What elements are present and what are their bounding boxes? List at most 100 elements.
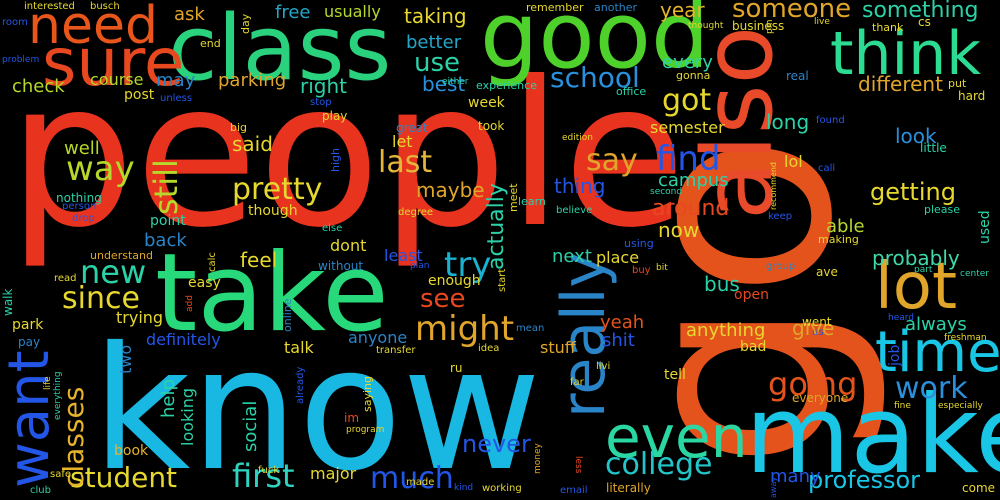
word-professor: professor (808, 466, 921, 494)
word-anyone: anyone (348, 328, 408, 347)
word-ave: ave (816, 265, 838, 279)
word-might: might (415, 309, 515, 349)
word-pretty: pretty (232, 172, 323, 207)
word-way: way (66, 149, 135, 189)
word-actually: actually (484, 183, 509, 270)
word-still: still (147, 159, 185, 215)
word-experience: experience (476, 79, 537, 92)
word-read: read (54, 273, 77, 284)
word-fuck: fuck (258, 465, 280, 476)
word-new: new (80, 253, 147, 291)
word-start: start (497, 268, 508, 292)
word-sure: sure (42, 24, 185, 101)
word-know: know (92, 311, 542, 500)
word-another: another (594, 1, 638, 14)
word-day: day (239, 13, 252, 34)
word-office: office (616, 85, 647, 98)
word-else: else (322, 223, 343, 234)
word-cs: cs (918, 15, 931, 29)
word-enough: enough (428, 273, 481, 289)
word-believe: believe (556, 205, 593, 216)
word-talk: talk (284, 338, 314, 357)
word-used: used (977, 210, 993, 244)
word-everything: everything (53, 371, 63, 420)
word-never: never (462, 430, 531, 458)
word-heard: heard (888, 313, 915, 323)
word-student: student (70, 461, 178, 494)
word-big: big (230, 121, 248, 134)
word-people: people (8, 39, 686, 272)
word-free: free (275, 2, 311, 23)
word-thank: thank (872, 21, 904, 34)
word-working: working (482, 483, 522, 494)
word-livi: livi (596, 361, 611, 372)
word-try: try (444, 245, 492, 285)
word-open: open (734, 287, 769, 303)
word-business: business (732, 19, 785, 33)
word-pay: pay (18, 335, 41, 349)
word-got: got (662, 83, 712, 118)
word-taking: taking (404, 4, 467, 28)
word-ask: ask (174, 4, 205, 25)
word-long: long (766, 110, 810, 134)
word-least: least (384, 246, 423, 265)
word-freshman: freshman (944, 333, 987, 343)
word-job: job (887, 344, 903, 366)
word-far: far (570, 377, 584, 388)
word-drop: drop (72, 213, 95, 224)
word-different: different (858, 72, 943, 96)
word-plan: plan (410, 261, 430, 271)
word-took: took (478, 119, 505, 133)
word-campus: campus (658, 170, 729, 191)
word-since: since (62, 281, 140, 316)
word-problem: problem (2, 55, 40, 65)
word-find: find (656, 139, 721, 179)
word-first: first (232, 457, 295, 495)
word-park: park (12, 317, 44, 333)
word-two: two (116, 344, 135, 374)
word-call: call (818, 163, 836, 174)
word-degree: degree (398, 207, 434, 218)
word-take: take (155, 231, 389, 356)
word-center: center (960, 269, 989, 279)
word-use: use (414, 48, 461, 78)
word-next: next (552, 246, 592, 267)
word-need: need (28, 0, 158, 56)
word-calc: calc (207, 252, 218, 272)
word-much: much (370, 461, 454, 496)
word-week: week (468, 95, 505, 111)
word-want: want (0, 350, 62, 488)
word-gonna: gonna (676, 69, 711, 82)
word-check: check (12, 76, 65, 97)
word-anything: anything (686, 320, 766, 341)
word-better: better (406, 32, 462, 53)
word-saying: saying (361, 376, 374, 412)
word-part: part (914, 265, 933, 275)
word-bad: bad (740, 339, 767, 355)
word-course: course (90, 70, 144, 89)
word-shit: shit (602, 330, 635, 351)
word-every: every (662, 52, 713, 73)
word-keep: keep (768, 211, 793, 222)
word-going: going (768, 365, 858, 403)
word-thing: thing (554, 174, 606, 198)
word-walk: walk (1, 288, 15, 316)
word-program: program (346, 425, 385, 435)
word-getting: getting (870, 178, 956, 206)
word-less: less (573, 456, 583, 474)
word-especially: especially (938, 401, 983, 411)
word-busch: busch (90, 1, 120, 12)
word-transfer: transfer (376, 345, 416, 356)
word-nothing: nothing (56, 191, 102, 205)
word-usually: usually (324, 2, 381, 21)
word-edition: edition (562, 133, 593, 143)
word-learn: learn (518, 195, 546, 208)
word-mean: mean (516, 323, 545, 334)
word-room: room (2, 17, 28, 28)
word-tell: tell (664, 367, 686, 383)
word-place: place (596, 248, 640, 267)
word-understand: understand (90, 249, 153, 262)
word-pm: pm (765, 19, 775, 34)
word-year: year (660, 0, 705, 22)
